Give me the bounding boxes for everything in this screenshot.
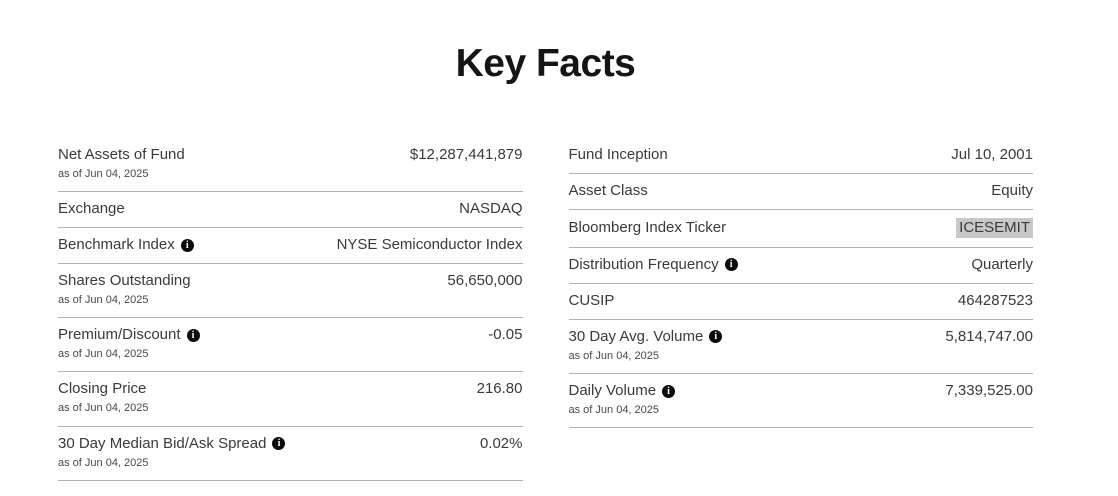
info-icon[interactable]: i <box>180 238 194 252</box>
as-of-date: as of Jun 04, 2025 <box>58 456 149 469</box>
info-icon[interactable]: i <box>662 384 676 398</box>
fact-value: 7,339,525.00 <box>945 382 1033 400</box>
fact-value: 56,650,000 <box>447 272 523 290</box>
fact-label: Closing Price <box>58 380 147 398</box>
fact-label: Premium/Discount <box>58 326 181 344</box>
fact-label: Fund Inception <box>568 145 668 163</box>
info-icon[interactable]: i <box>709 330 723 344</box>
key-facts-columns: Net Assets of Fund $12,287,441,879 as of… <box>58 138 1033 481</box>
fact-label: Distribution Frequency <box>568 255 719 273</box>
fact-label: 30 Day Median Bid/Ask Spread <box>58 434 267 452</box>
fact-label: Daily Volume <box>568 382 657 400</box>
fact-row-asset-class: Asset Class Equity <box>568 174 1033 210</box>
fact-row-net-assets: Net Assets of Fund $12,287,441,879 as of… <box>58 138 523 193</box>
fact-row-benchmark-index: Benchmark Index i NYSE Semiconductor Ind… <box>58 228 523 265</box>
fact-value: 464287523 <box>957 291 1033 309</box>
key-facts-column-right: Fund Inception Jul 10, 2001 Asset Class … <box>568 138 1033 429</box>
info-icon[interactable]: i <box>186 328 200 342</box>
fact-label: Net Assets of Fund <box>58 145 185 163</box>
key-facts-section: Key Facts Net Assets of Fund $12,287,441… <box>0 42 1118 481</box>
fact-value: $12,287,441,879 <box>409 145 523 163</box>
fact-row-closing-price: Closing Price 216.80 as of Jun 04, 2025 <box>58 372 523 427</box>
as-of-date: as of Jun 04, 2025 <box>58 402 149 415</box>
as-of-date: as of Jun 04, 2025 <box>58 294 149 307</box>
fact-value-ticker-highlighted: ICESEMIT <box>956 217 1033 238</box>
fact-row-distribution-frequency: Distribution Frequency i Quarterly <box>568 248 1033 284</box>
fact-value: NYSE Semiconductor Index <box>336 236 523 254</box>
fact-label: Exchange <box>58 200 125 218</box>
fact-value: 216.80 <box>476 380 523 398</box>
fact-label: Shares Outstanding <box>58 272 191 290</box>
fact-row-daily-volume: Daily Volume i 7,339,525.00 as of Jun 04… <box>568 374 1033 429</box>
fact-row-exchange: Exchange NASDAQ <box>58 192 523 229</box>
fact-label: CUSIP <box>568 291 615 309</box>
info-icon[interactable]: i <box>724 258 738 272</box>
fact-value: Jul 10, 2001 <box>951 145 1033 163</box>
fact-value: Equity <box>991 181 1033 199</box>
as-of-date: as of Jun 04, 2025 <box>58 167 149 180</box>
fact-row-30day-avg-volume: 30 Day Avg. Volume i 5,814,747.00 as of … <box>568 320 1033 375</box>
as-of-date: as of Jun 04, 2025 <box>568 404 660 417</box>
fact-row-shares-outstanding: Shares Outstanding 56,650,000 as of Jun … <box>58 264 523 319</box>
key-facts-column-left: Net Assets of Fund $12,287,441,879 as of… <box>58 138 523 481</box>
fact-value: NASDAQ <box>459 200 523 218</box>
fact-value: Quarterly <box>971 255 1033 273</box>
as-of-date: as of Jun 04, 2025 <box>58 348 149 361</box>
fact-value: 5,814,747.00 <box>945 327 1033 345</box>
fact-value: -0.05 <box>488 326 523 344</box>
fact-row-fund-inception: Fund Inception Jul 10, 2001 <box>568 138 1033 174</box>
fact-label: Asset Class <box>568 181 648 199</box>
fact-row-premium-discount: Premium/Discount i -0.05 as of Jun 04, 2… <box>58 318 523 373</box>
fact-value: 0.02% <box>479 434 523 452</box>
info-icon[interactable]: i <box>272 437 286 451</box>
fact-label: Bloomberg Index Ticker <box>568 218 727 236</box>
as-of-date: as of Jun 04, 2025 <box>568 349 660 362</box>
fact-row-bid-ask-spread: 30 Day Median Bid/Ask Spread i 0.02% as … <box>58 427 523 481</box>
fact-label: 30 Day Avg. Volume <box>568 327 704 345</box>
page-title: Key Facts <box>455 42 636 85</box>
fact-row-bloomberg-ticker: Bloomberg Index Ticker ICESEMIT <box>568 210 1033 248</box>
fact-label: Benchmark Index <box>58 236 175 254</box>
fact-row-cusip: CUSIP 464287523 <box>568 284 1033 320</box>
